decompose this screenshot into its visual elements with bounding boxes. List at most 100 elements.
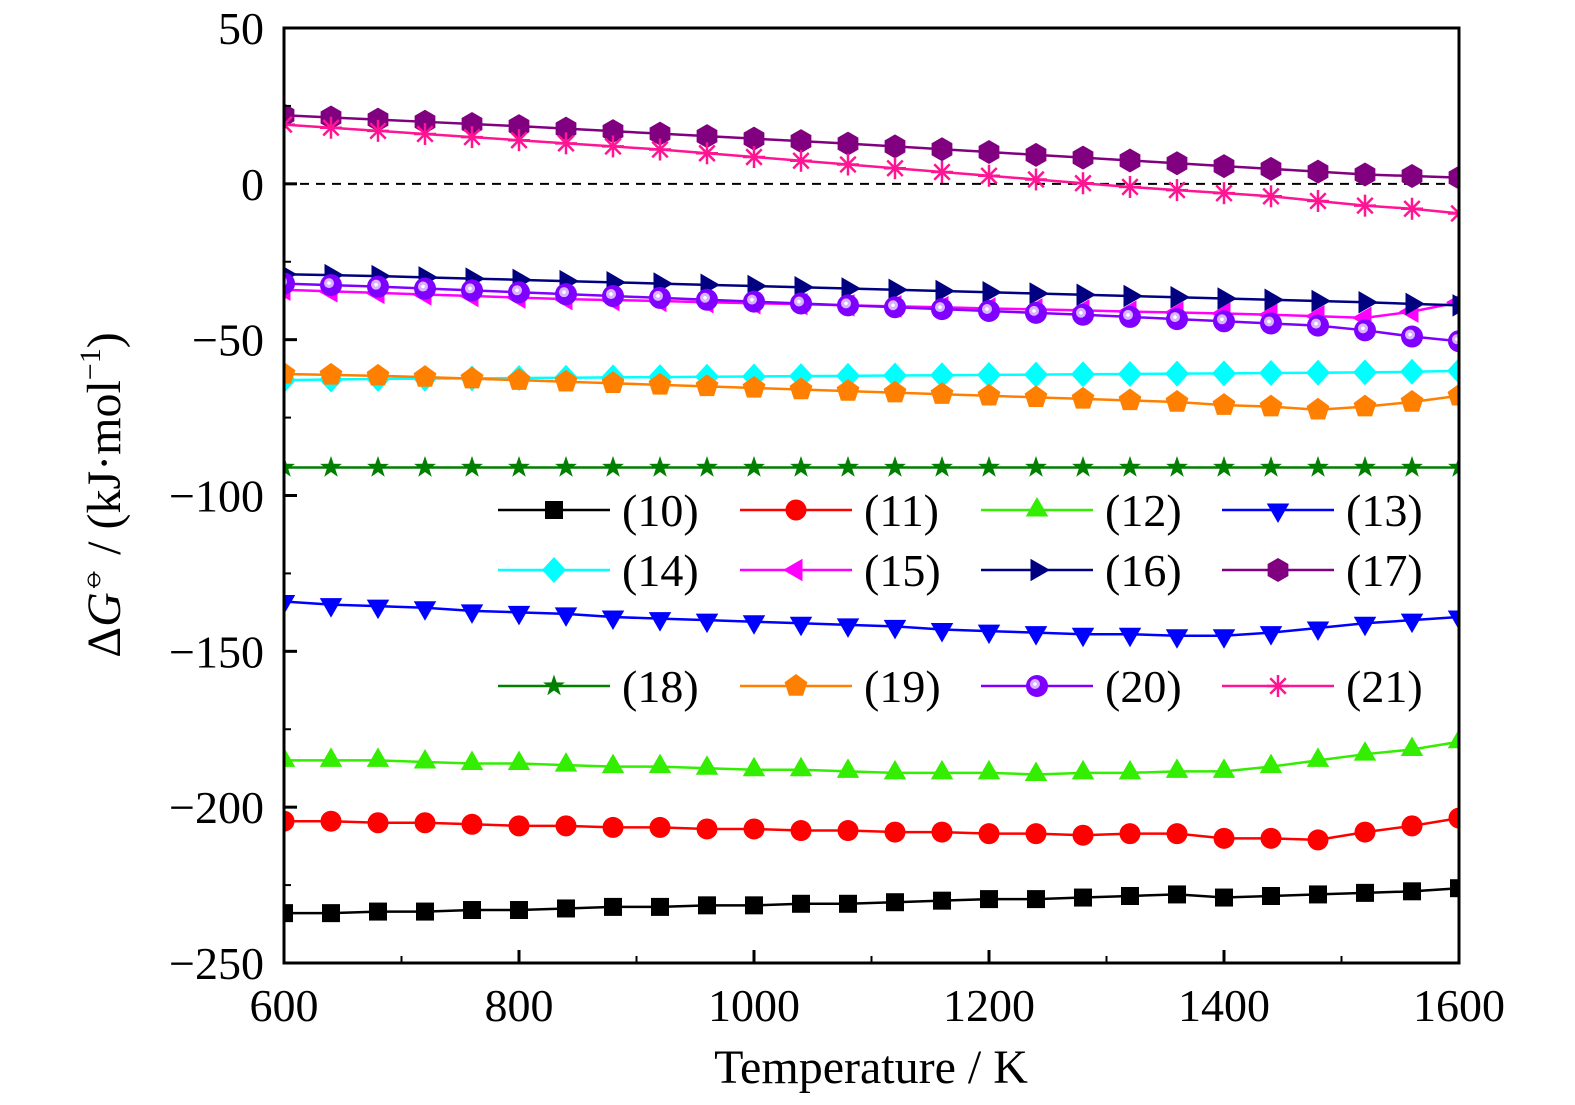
data-point	[836, 379, 860, 401]
data-point	[883, 362, 907, 389]
data-point	[1354, 194, 1376, 217]
legend-marker	[785, 499, 807, 521]
data-point	[931, 298, 953, 321]
y-tick-label: 0	[241, 159, 264, 210]
data-point	[413, 365, 437, 387]
series-line	[284, 282, 1459, 343]
data-point	[601, 371, 625, 394]
legend-label: (20)	[1105, 661, 1182, 712]
data-point	[1259, 394, 1283, 417]
x-axis-label: Temperature / K	[714, 1041, 1028, 1094]
data-point	[1212, 393, 1236, 415]
data-point	[1354, 455, 1376, 477]
legend-item-11: (11)	[740, 485, 939, 536]
data-point	[1119, 455, 1141, 477]
y-axis-label: ΔG⦵ / (kJ·mol−1)	[74, 332, 131, 657]
data-point	[602, 455, 624, 477]
legend-item-18: (18)	[498, 661, 699, 712]
data-point	[648, 612, 672, 632]
data-point	[507, 368, 531, 390]
data-point	[978, 140, 1000, 165]
data-point	[1311, 289, 1331, 313]
data-point	[836, 618, 860, 638]
data-point	[1119, 175, 1141, 198]
data-point	[367, 275, 389, 298]
data-point	[414, 455, 436, 477]
data-point	[1170, 286, 1190, 309]
series-19	[284, 361, 1459, 420]
x-tick-label: 1000	[708, 980, 800, 1031]
data-point	[648, 753, 672, 774]
data-point	[1165, 390, 1189, 412]
data-point	[742, 375, 766, 398]
data-point	[319, 747, 343, 767]
y-tick-label: −250	[169, 938, 264, 989]
data-point	[1166, 179, 1188, 202]
data-point	[461, 455, 483, 477]
data-point	[1307, 455, 1329, 477]
data-point	[1307, 314, 1329, 337]
data-point	[1260, 827, 1282, 849]
data-point	[461, 813, 483, 835]
data-point	[461, 126, 483, 149]
data-point	[977, 383, 1001, 406]
data-point	[461, 111, 483, 136]
data-point	[743, 818, 765, 840]
y-tick-label: −100	[169, 471, 264, 522]
data-point	[930, 623, 954, 643]
data-point	[883, 759, 907, 780]
data-point	[319, 362, 343, 385]
data-point	[284, 747, 296, 767]
data-point	[977, 759, 1001, 780]
data-point	[508, 281, 530, 304]
data-point	[366, 363, 390, 386]
y-tick-label: 50	[218, 3, 264, 54]
data-point	[1025, 301, 1047, 324]
data-point	[648, 372, 672, 395]
series-10	[284, 879, 1459, 923]
data-point	[1166, 151, 1188, 176]
data-point	[935, 279, 955, 303]
data-point	[1259, 626, 1283, 646]
data-point	[460, 604, 484, 624]
data-point	[555, 815, 577, 837]
series-20	[284, 272, 1459, 353]
data-point	[649, 286, 671, 309]
data-point	[790, 455, 812, 477]
x-tick-label: 1400	[1178, 980, 1270, 1031]
data-point	[320, 810, 342, 832]
data-point	[1118, 627, 1142, 648]
legend-item-16: (16)	[981, 545, 1182, 596]
data-point	[1353, 741, 1377, 761]
data-point	[463, 901, 481, 920]
data-point	[1025, 455, 1047, 477]
data-point	[413, 748, 437, 769]
series-14	[284, 357, 1459, 394]
data-point	[284, 594, 296, 615]
data-point	[1309, 885, 1327, 904]
data-point	[414, 122, 436, 145]
data-point	[1354, 162, 1376, 187]
data-point	[790, 149, 812, 172]
data-point	[789, 616, 813, 637]
series-line	[284, 114, 1459, 179]
data-point	[837, 820, 859, 842]
data-point	[931, 455, 953, 477]
data-point	[1448, 202, 1459, 225]
series-21	[284, 113, 1459, 225]
data-point	[1448, 455, 1459, 477]
data-point	[1306, 397, 1330, 420]
data-point	[1400, 736, 1424, 757]
data-point	[1074, 888, 1092, 907]
data-point	[930, 382, 954, 404]
data-point	[1072, 455, 1094, 477]
data-point	[1401, 164, 1423, 189]
series-11	[284, 807, 1459, 851]
legend-marker	[783, 558, 803, 582]
x-tick-label: 1600	[1413, 980, 1505, 1031]
data-point	[888, 278, 908, 302]
data-point	[1166, 308, 1188, 331]
data-point	[461, 279, 483, 302]
data-point	[1118, 388, 1142, 411]
